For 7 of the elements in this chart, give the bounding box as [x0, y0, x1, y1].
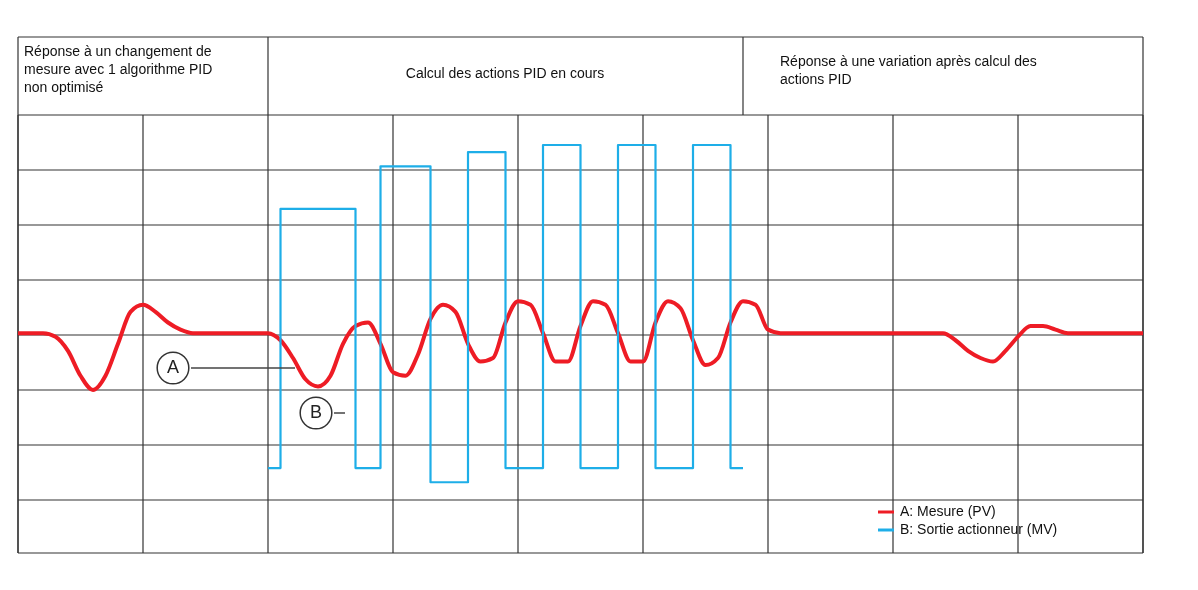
text: Calcul des actions PID en cours [405, 65, 605, 81]
text: Réponse à un changement de mesure avec 1 algorithme PID non optimisé [24, 43, 213, 95]
legend-label: A: Mesure (PV) [900, 503, 996, 519]
legend-label: B: Sortie actionneur (MV) [900, 521, 1058, 537]
text: Réponse à une variation après calcul des actions PID [780, 53, 1037, 87]
annotation: B [309, 402, 323, 422]
annotation: A [166, 357, 180, 377]
